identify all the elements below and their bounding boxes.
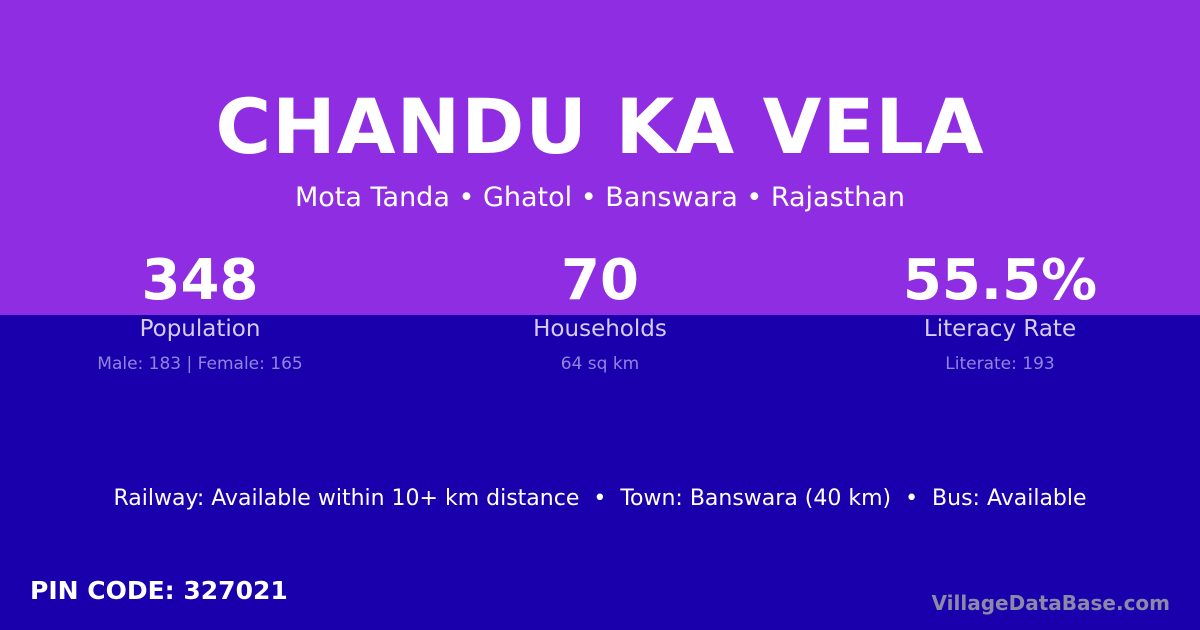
population-label: Population: [139, 316, 261, 342]
households-value: 70: [561, 248, 639, 313]
area-detail: 64 sq km: [560, 354, 640, 374]
population-value: 348: [141, 248, 259, 313]
literacy-label: Literacy Rate: [923, 316, 1077, 342]
location-breadcrumb: Mota Tanda • Ghatol • Banswara • Rajasth…: [294, 182, 906, 213]
literate-detail: Literate: 193: [945, 354, 1055, 374]
header-band: [0, 0, 1200, 315]
connectivity-info: Railway: Available within 10+ km distanc…: [113, 486, 1087, 511]
literacy-value: 55.5%: [902, 248, 1098, 313]
population-detail: Male: 183 | Female: 165: [97, 354, 303, 374]
pin-code: PIN CODE: 327021: [30, 576, 288, 605]
village-title: CHANDU KA VELA: [215, 82, 985, 171]
brand-logo: VillageDataBase.com: [931, 591, 1170, 615]
households-label: Households: [533, 316, 667, 342]
